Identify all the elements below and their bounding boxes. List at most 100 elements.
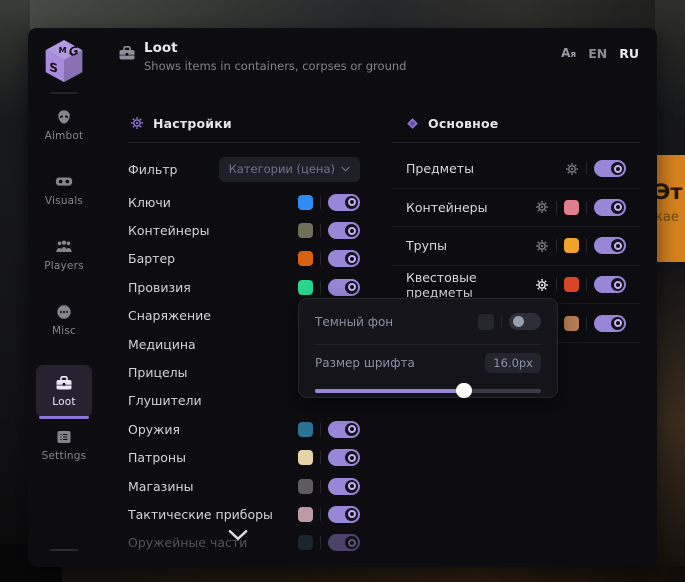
category-toggle[interactable] bbox=[328, 193, 360, 211]
toggle-knob bbox=[345, 479, 358, 493]
loot-category-row: Оружия bbox=[128, 415, 360, 443]
sidebar-item-loot[interactable]: Loot bbox=[36, 365, 92, 419]
section-divider bbox=[128, 142, 360, 143]
font-size-value: 16.0px bbox=[485, 353, 541, 373]
loot-category-row: Оружейные части bbox=[128, 529, 360, 557]
category-color-swatch[interactable] bbox=[298, 279, 313, 295]
sidebar-item-label: Loot bbox=[52, 395, 76, 408]
separator bbox=[320, 422, 321, 436]
category-color-swatch[interactable] bbox=[298, 478, 313, 494]
setting-label: Квестовые предметы bbox=[406, 269, 477, 300]
filters-panel-title: Настройки bbox=[153, 115, 232, 131]
setting-color-swatch[interactable] bbox=[564, 315, 579, 331]
loot-category-row: Медицина bbox=[128, 330, 360, 358]
settings-icon bbox=[55, 429, 73, 445]
setting-label: Предметы bbox=[406, 161, 474, 177]
loot-category-row: Снаряжение bbox=[128, 302, 360, 330]
loot-category-row: Прицелы bbox=[128, 358, 360, 386]
category-toggle[interactable] bbox=[328, 534, 360, 552]
separator bbox=[586, 316, 587, 330]
loot-category-row: Тактические приборы bbox=[128, 500, 360, 528]
popup-divider bbox=[315, 344, 541, 345]
category-toggle[interactable] bbox=[328, 250, 360, 268]
sidebar-item-aimbot[interactable]: Aimbot bbox=[36, 99, 92, 151]
category-toggle[interactable] bbox=[328, 505, 360, 523]
category-toggle[interactable] bbox=[328, 477, 360, 495]
category-label: Бартер bbox=[128, 251, 176, 267]
loot-category-row: Магазины bbox=[128, 472, 360, 500]
game-tooltip-subtext: кае bbox=[655, 210, 679, 226]
sidebar-item-label: Misc bbox=[51, 324, 77, 337]
setting-color-swatch[interactable] bbox=[564, 199, 579, 215]
slider-knob[interactable] bbox=[456, 383, 473, 398]
scroll-down-chevron-icon[interactable] bbox=[228, 526, 248, 545]
category-color-swatch[interactable] bbox=[298, 421, 313, 437]
game-tooltip-cutoff: Эт кае bbox=[652, 155, 685, 262]
dark-background-color-swatch[interactable] bbox=[478, 313, 494, 330]
category-toggle[interactable] bbox=[328, 449, 360, 467]
filter-label: Фильтр bbox=[128, 161, 178, 177]
gear-icon[interactable] bbox=[565, 162, 579, 176]
language-button-en[interactable]: EN bbox=[588, 46, 608, 61]
active-tab-underline bbox=[39, 416, 89, 419]
category-label: Оружия bbox=[128, 421, 181, 437]
font-size-slider[interactable] bbox=[315, 383, 541, 398]
toggle-knob bbox=[611, 278, 624, 292]
aimbot-icon bbox=[55, 109, 73, 125]
toggle-knob bbox=[345, 422, 358, 436]
gear-icon[interactable] bbox=[535, 278, 549, 292]
toggle-knob bbox=[345, 195, 358, 209]
sidebar-item-visuals[interactable]: Visuals bbox=[36, 164, 92, 216]
setting-toggle[interactable] bbox=[594, 160, 626, 178]
setting-toggle[interactable] bbox=[594, 198, 626, 216]
category-color-swatch[interactable] bbox=[298, 251, 313, 267]
separator bbox=[556, 200, 557, 214]
category-color-swatch[interactable] bbox=[298, 506, 313, 522]
separator bbox=[320, 536, 321, 550]
category-color-swatch[interactable] bbox=[298, 535, 313, 551]
category-toggle[interactable] bbox=[328, 278, 360, 296]
section-divider bbox=[392, 142, 640, 143]
category-color-swatch[interactable] bbox=[298, 450, 313, 466]
category-color-swatch[interactable] bbox=[298, 194, 313, 210]
gear-icon[interactable] bbox=[535, 239, 549, 253]
category-label: Снаряжение bbox=[128, 308, 211, 324]
category-label: Тактические приборы bbox=[128, 506, 273, 522]
setting-toggle[interactable] bbox=[594, 237, 626, 255]
sidebar-bottom-divider bbox=[50, 549, 78, 551]
category-label: Прицелы bbox=[128, 365, 188, 381]
loot-category-row: Бартер bbox=[128, 245, 360, 273]
separator bbox=[320, 507, 321, 521]
category-toggle[interactable] bbox=[328, 222, 360, 240]
main-setting-row: Трупы bbox=[392, 227, 640, 266]
sidebar-item-misc[interactable]: Misc bbox=[36, 294, 92, 346]
separator bbox=[586, 278, 587, 292]
sidebar-item-players[interactable]: Players bbox=[36, 229, 92, 281]
separator bbox=[320, 479, 321, 493]
sidebar-item-settings[interactable]: Settings bbox=[36, 419, 92, 471]
filter-category-dropdown[interactable]: Категории (цена) bbox=[218, 156, 360, 182]
sidebar-item-label: Players bbox=[44, 259, 84, 272]
game-background-left bbox=[0, 0, 30, 582]
language-button-ru[interactable]: RU bbox=[619, 46, 639, 61]
separator bbox=[586, 239, 587, 253]
gear-icon[interactable] bbox=[535, 200, 549, 214]
separator bbox=[586, 200, 587, 214]
filter-dropdown-value: Категории (цена) bbox=[228, 162, 335, 176]
setting-toggle[interactable] bbox=[594, 314, 626, 332]
setting-color-swatch[interactable] bbox=[564, 238, 579, 254]
category-toggle[interactable] bbox=[328, 420, 360, 438]
setting-color-swatch[interactable] bbox=[564, 277, 579, 293]
setting-toggle[interactable] bbox=[594, 276, 626, 294]
page-title: Loot bbox=[144, 40, 178, 56]
toggle-knob bbox=[345, 536, 358, 550]
separator bbox=[320, 252, 321, 266]
toggle-knob bbox=[513, 316, 524, 327]
dark-background-toggle[interactable] bbox=[509, 313, 541, 330]
main-setting-row: Контейнеры bbox=[392, 189, 640, 228]
page-subtitle: Shows items in containers, corpses or gr… bbox=[144, 59, 407, 73]
translate-icon: Aя bbox=[561, 46, 577, 60]
main-setting-row: Предметы bbox=[392, 150, 640, 189]
category-color-swatch[interactable] bbox=[298, 223, 313, 239]
sidebar-item-label: Visuals bbox=[44, 194, 84, 207]
